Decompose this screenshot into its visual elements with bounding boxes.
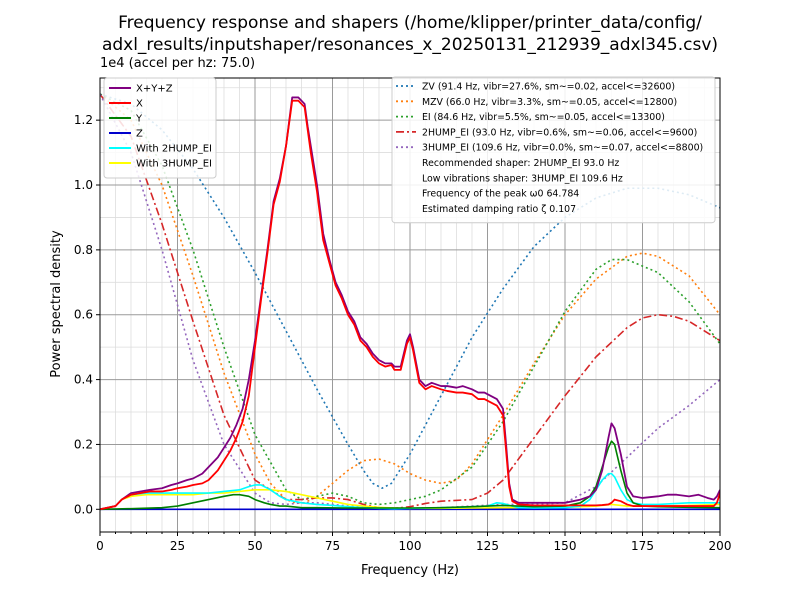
shaper-series-line-3 — [100, 93, 720, 510]
info-line-2: Frequency of the peak ω0 64.784 — [422, 189, 579, 200]
y-axis-label: Power spectral density — [49, 230, 64, 378]
y-tick-label: 0.6 — [74, 308, 93, 322]
y-tick-label: 0.2 — [74, 437, 93, 451]
psd-series-line-xyz — [100, 96, 720, 511]
legend-left-box — [103, 77, 217, 179]
x-tick-label: 100 — [399, 539, 422, 553]
info-line-1: Low vibrations shaper: 3HUMP_EI 109.6 Hz — [422, 173, 623, 184]
shaper-series-line-2 — [100, 93, 720, 506]
ticks: 0 25 50 75 100 125 150 175 200 0.0 0.2 0.4 0.6 0.8 1.0… — [74, 113, 732, 553]
psd-series-line-y — [100, 440, 720, 511]
legend-label-3: Z — [136, 129, 143, 140]
x-tick-label: 175 — [631, 539, 654, 553]
shaper-legend-label-2: EI (84.6 Hz, vibr=5.5%, sm~=0.05, accel<… — [422, 112, 665, 123]
x-tick-label: 150 — [554, 539, 577, 553]
x-tick-label: 75 — [325, 539, 340, 553]
legend-right-box — [391, 76, 716, 224]
y-tick-label: 1.0 — [74, 178, 93, 192]
x-tick-label: 125 — [476, 539, 499, 553]
info-line-0: Recommended shaper: 2HUMP_EI 93.0 Hz — [422, 158, 619, 169]
x-axis-label: Frequency (Hz) — [361, 563, 459, 578]
legend-right: ZV (91.4 Hz, vibr=27.6%, sm~=0.02, accel… — [391, 76, 716, 224]
legend-left: X+Y+Z XYZ With 2HUMP_EI With 3HUMP_EI — [103, 77, 217, 179]
info-line-3: Estimated damping ratio ζ 0.107 — [422, 204, 576, 215]
shaper-legend-label-1: MZV (66.0 Hz, vibr=3.3%, sm~=0.05, accel… — [422, 97, 677, 108]
psd-series-line-x — [100, 99, 720, 511]
chart-title-line2: adxl_results/inputshaper/resonances_x_20… — [102, 35, 718, 55]
legend-label-5: With 3HUMP_EI — [136, 159, 212, 170]
legend-label-4: With 2HUMP_EI — [136, 144, 212, 155]
x-tick-label: 0 — [96, 539, 104, 553]
x-tick-label: 200 — [709, 539, 732, 553]
y-tick-label: 1.2 — [74, 113, 93, 127]
chart-title-line1: Frequency response and shapers (/home/kl… — [118, 13, 702, 33]
y-tick-label: 0.0 — [74, 502, 93, 516]
x-tick-label: 50 — [247, 539, 262, 553]
y-tick-label: 0.4 — [74, 373, 93, 387]
shaper-legend-label-0: ZV (91.4 Hz, vibr=27.6%, sm~=0.02, accel… — [422, 82, 675, 93]
shaper-legend-label-4: 3HUMP_EI (109.6 Hz, vibr=0.0%, sm~=0.07,… — [422, 143, 703, 154]
legend-label-0: X+Y+Z — [136, 84, 173, 95]
legend-label-2: Y — [135, 114, 143, 125]
legend-label-1: X — [136, 99, 143, 110]
shaper-legend-label-3: 2HUMP_EI (93.0 Hz, vibr=0.6%, sm~=0.06, … — [422, 127, 697, 138]
y-offset-label: 1e4 (accel per hz: 75.0) — [100, 56, 255, 71]
y-tick-label: 0.8 — [74, 243, 93, 257]
x-tick-label: 25 — [170, 539, 185, 553]
shaper-series-line-0 — [100, 93, 720, 490]
psd-series-line-3hump — [100, 489, 720, 511]
